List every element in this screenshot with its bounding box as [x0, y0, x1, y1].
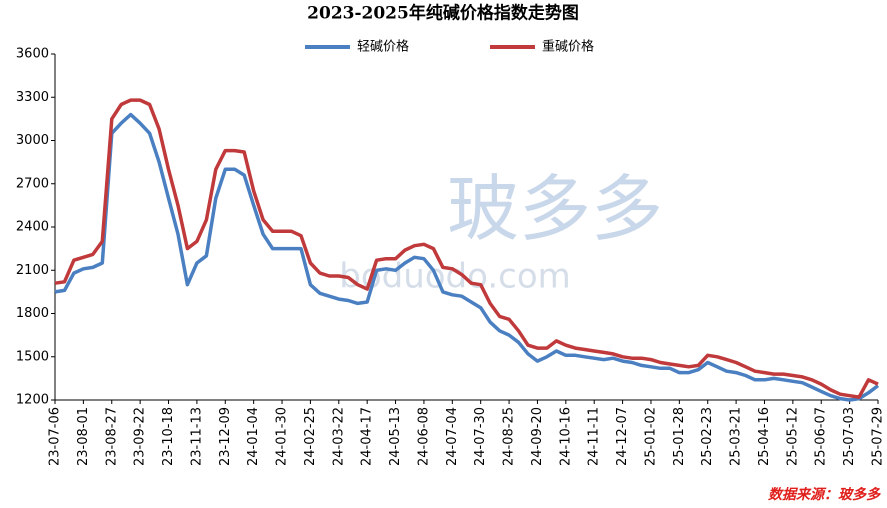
x-tick-label: 23-10-18 [161, 407, 176, 466]
y-tick-label: 3300 [16, 90, 49, 105]
x-tick-label: 24-11-11 [587, 407, 602, 466]
watermark: boduodo.com [339, 257, 571, 297]
x-tick-label: 24-03-22 [331, 407, 346, 466]
x-tick-label: 23-08-01 [76, 407, 91, 466]
x-tick-label: 23-12-09 [218, 407, 233, 466]
series-line [54, 98, 879, 399]
x-tick-label: 24-07-04 [445, 407, 460, 466]
y-tick-label: 1800 [16, 306, 49, 321]
x-tick-label: 25-05-12 [785, 407, 800, 466]
x-tick-label: 24-08-25 [502, 407, 517, 466]
x-tick-label: 25-01-28 [672, 407, 687, 466]
x-tick-label: 23-07-06 [48, 407, 63, 466]
x-tick-label: 24-06-08 [416, 407, 431, 466]
x-tick-label: 25-01-02 [643, 407, 658, 466]
y-tick-label: 2700 [16, 176, 49, 191]
x-tick-label: 25-06-07 [814, 407, 829, 466]
x-tick-label: 24-01-30 [275, 407, 290, 466]
x-tick-label: 25-03-21 [729, 407, 744, 466]
source-note: 数据来源：玻多多 [768, 486, 881, 503]
x-tick-label: 25-04-16 [757, 407, 772, 466]
watermark: 玻多多 [447, 167, 663, 251]
x-tick-label: 24-04-17 [360, 407, 375, 466]
x-tick-label: 25-07-03 [842, 407, 857, 466]
legend-label: 重碱价格 [542, 39, 594, 55]
x-tick-label: 23-08-27 [104, 407, 119, 466]
x-tick-label: 24-07-30 [473, 407, 488, 466]
y-tick-label: 1200 [16, 393, 49, 408]
legend-label: 轻碱价格 [357, 39, 409, 55]
x-tick-label: 24-12-07 [615, 407, 630, 466]
y-tick-label: 3600 [16, 47, 49, 62]
x-tick-label: 24-05-13 [388, 407, 403, 466]
x-tick-label: 23-09-22 [133, 407, 148, 466]
chart-title: 2023-2025年纯碱价格指数走势图 [307, 3, 579, 24]
series-line [54, 112, 880, 402]
y-tick-label: 2400 [16, 220, 49, 235]
x-tick-label: 24-02-25 [303, 407, 318, 466]
x-tick-label: 23-11-13 [189, 407, 204, 466]
y-tick-label: 2100 [16, 263, 49, 278]
x-tick-label: 25-02-23 [700, 407, 715, 466]
y-tick-label: 1500 [16, 349, 49, 364]
x-tick-label: 24-10-16 [558, 407, 573, 466]
y-tick-label: 3000 [16, 133, 49, 148]
x-tick-label: 24-09-20 [530, 407, 545, 466]
x-tick-label: 24-01-04 [246, 407, 261, 466]
x-tick-label: 25-07-29 [871, 407, 886, 466]
